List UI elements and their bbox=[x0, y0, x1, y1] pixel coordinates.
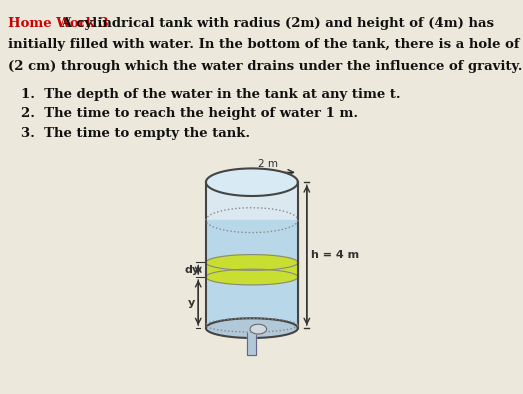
Text: 2 m: 2 m bbox=[258, 160, 278, 169]
Polygon shape bbox=[206, 182, 298, 328]
Polygon shape bbox=[206, 255, 298, 270]
Text: 3.  The time to empty the tank.: 3. The time to empty the tank. bbox=[21, 127, 250, 140]
Text: y: y bbox=[188, 297, 196, 308]
Text: Home Work 3: Home Work 3 bbox=[8, 17, 108, 30]
Polygon shape bbox=[206, 269, 298, 285]
Text: 2.  The time to reach the height of water 1 m.: 2. The time to reach the height of water… bbox=[21, 107, 358, 120]
Text: h = 4 m: h = 4 m bbox=[311, 250, 359, 260]
Polygon shape bbox=[206, 262, 298, 277]
Text: initially filled with water. In the bottom of the tank, there is a hole of diame: initially filled with water. In the bott… bbox=[8, 38, 523, 51]
Polygon shape bbox=[250, 324, 267, 334]
Text: A cylindrical tank with radius (2m) and height of (4m) has: A cylindrical tank with radius (2m) and … bbox=[57, 17, 494, 30]
Polygon shape bbox=[206, 168, 298, 196]
Text: dy: dy bbox=[184, 265, 199, 275]
Text: (2 cm) through which the water drains under the influence of gravity. Find:: (2 cm) through which the water drains un… bbox=[8, 60, 523, 73]
Polygon shape bbox=[206, 220, 298, 328]
Polygon shape bbox=[247, 333, 256, 355]
Polygon shape bbox=[206, 318, 298, 338]
Text: 2 cm: 2 cm bbox=[268, 325, 294, 335]
Text: 1.  The depth of the water in the tank at any time t.: 1. The depth of the water in the tank at… bbox=[21, 87, 400, 100]
